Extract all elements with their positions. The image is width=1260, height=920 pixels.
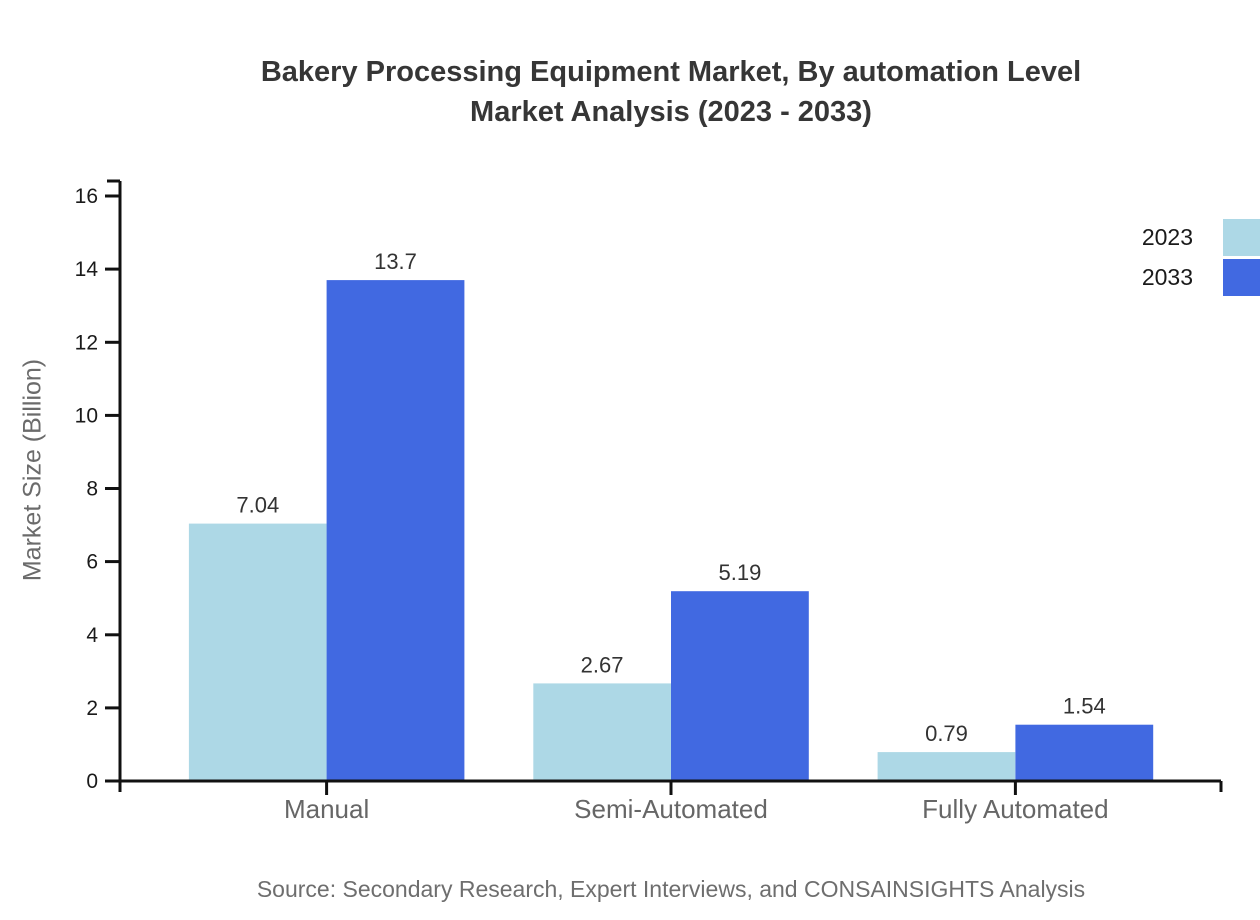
chart-title-line2: Market Analysis (2023 - 2033) <box>470 96 872 128</box>
bar-value-label: 7.04 <box>236 493 279 518</box>
x-category-label: Manual <box>284 794 369 824</box>
legend-swatch-2033 <box>1223 259 1260 296</box>
axis-lines <box>107 179 1223 792</box>
bar-value-label: 5.19 <box>718 560 761 585</box>
bar-value-label: 2.67 <box>581 652 624 677</box>
chart-title-line1: Bakery Processing Equipment Market, By a… <box>260 56 1082 88</box>
bar-value-label: 0.79 <box>925 721 968 746</box>
legend-label-2023: 2023 <box>1141 224 1193 250</box>
bar-2033-fully-automated <box>1015 724 1154 781</box>
y-tick-label: 14 <box>75 258 99 281</box>
bar-value-label: 13.7 <box>374 249 417 274</box>
legend-label-2033: 2033 <box>1141 264 1193 290</box>
legend-swatch-2023 <box>1223 219 1260 256</box>
y-tick-label: 8 <box>86 478 98 501</box>
legend-item-2033: 2033 <box>1142 259 1260 296</box>
y-tick-label: 4 <box>86 624 98 647</box>
bar-2023-manual <box>188 523 327 781</box>
y-tick-label: 0 <box>86 770 98 793</box>
y-tick-label: 2 <box>86 697 98 720</box>
bar-2023-fully-automated <box>877 752 1016 781</box>
y-tick-label: 6 <box>86 551 98 574</box>
x-category-label: Semi-Automated <box>574 794 768 824</box>
bar-value-label: 1.54 <box>1063 694 1106 719</box>
y-tick-label: 10 <box>75 404 98 427</box>
y-tick-label: 12 <box>75 331 98 354</box>
bar-2023-semi-automated <box>533 683 672 781</box>
legend: 2023 2033 <box>1142 219 1260 299</box>
chart-title: Bakery Processing Equipment Market, By a… <box>120 52 1222 132</box>
bar-2033-manual <box>326 280 465 781</box>
y-tick-label: 16 <box>75 185 98 208</box>
legend-item-2023: 2023 <box>1142 219 1260 256</box>
source-note: Source: Secondary Research, Expert Inter… <box>256 876 1086 902</box>
x-category-label: Fully Automated <box>922 794 1108 824</box>
bar-2033-semi-automated <box>671 591 809 781</box>
